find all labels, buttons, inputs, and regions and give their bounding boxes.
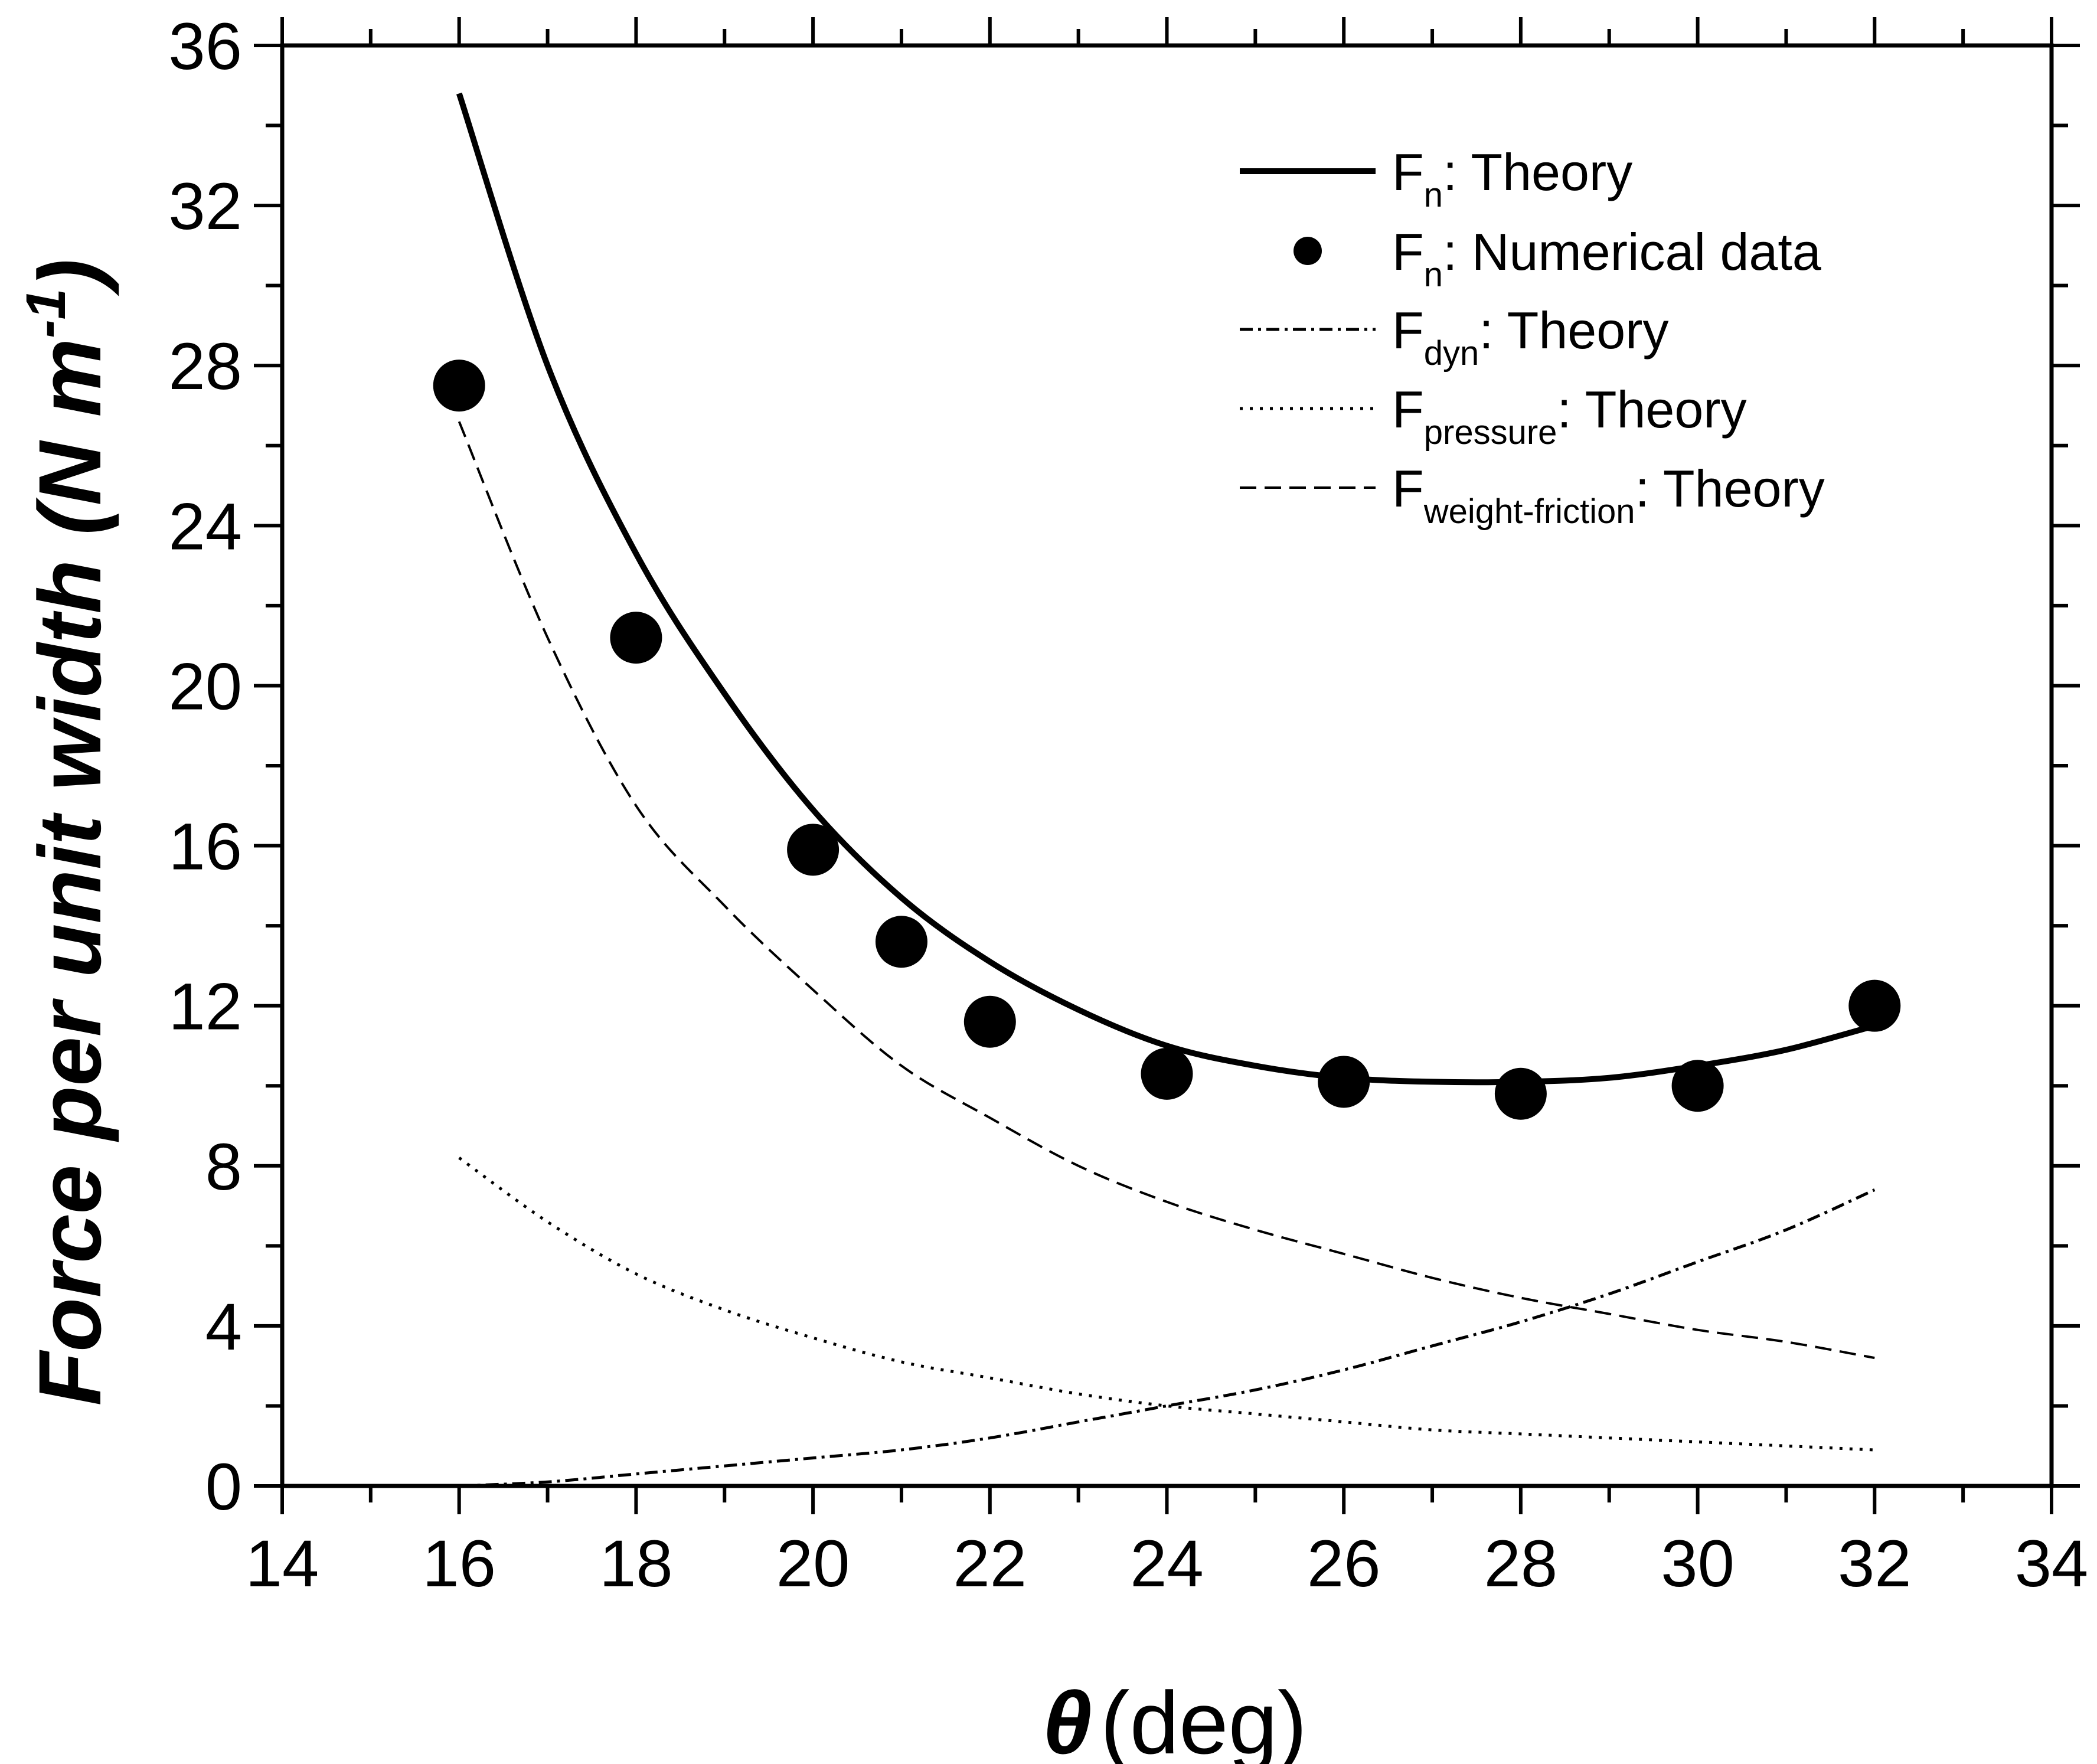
x-tick-label: 24 <box>1130 1527 1204 1600</box>
x-tick-label: 14 <box>246 1527 319 1600</box>
fdyn-theory-line <box>459 1188 1876 1488</box>
fn-theory-line <box>456 92 1876 1086</box>
axes: 14 16 18 20 22 24 26 28 30 32 34 0 4 8 12 16 20 24 28 32 36 <box>168 9 2088 1600</box>
x-tick-label: 22 <box>953 1527 1027 1600</box>
legend-label-fn-theory: Fn: Theory <box>1392 143 1632 214</box>
fn-numerical-marker <box>1494 1067 1547 1120</box>
x-tick-label: 30 <box>1661 1527 1735 1600</box>
y-tick-label: 4 <box>205 1290 242 1364</box>
y-tick-label: 24 <box>168 489 242 563</box>
legend-main: F <box>1392 143 1424 201</box>
legend-label-fn-numerical: Fn: Numerical data <box>1392 223 1821 294</box>
legend-subscript: dyn <box>1424 334 1479 373</box>
fn-numerical-marker <box>1671 1060 1724 1112</box>
y-axis-title-sup: -1 <box>15 289 77 338</box>
fn-numerical-marker <box>1141 1047 1193 1100</box>
y-tick-label: 32 <box>168 169 242 243</box>
legend-rest: : Theory <box>1479 301 1668 360</box>
legend-label-fpressure-theory: Fpressure: Theory <box>1392 380 1747 452</box>
y-tick-label: 12 <box>168 970 242 1044</box>
legend-label-fdyn-theory: Fdyn: Theory <box>1392 301 1668 373</box>
legend-rest: : Theory <box>1443 143 1632 201</box>
legend-main: F <box>1392 380 1424 439</box>
legend-main: F <box>1392 301 1424 360</box>
legend-label-fweight-theory: Fweight-friction: Theory <box>1392 459 1825 531</box>
y-tick-label: 16 <box>168 810 242 884</box>
fn-numerical-marker <box>787 824 840 876</box>
legend-subscript: weight-friction <box>1423 492 1635 531</box>
legend-main: F <box>1392 459 1424 518</box>
legend-subscript: n <box>1424 256 1443 294</box>
x-tick-label: 34 <box>2015 1527 2089 1600</box>
legend-rest: : Theory <box>1635 459 1825 518</box>
x-axis-theta-symbol: θ <box>1043 1673 1092 1764</box>
x-tick-label: 32 <box>1838 1527 1912 1600</box>
y-tick-label: 28 <box>168 329 242 403</box>
x-tick-label: 26 <box>1307 1527 1381 1600</box>
y-tick-label: 8 <box>205 1130 242 1204</box>
fn-numerical-marker <box>1848 979 1901 1032</box>
fn-numerical-marker <box>1318 1056 1370 1108</box>
legend-main: F <box>1392 223 1424 281</box>
y-tick-label: 36 <box>168 9 242 83</box>
legend-marker-fn-numerical <box>1294 237 1322 265</box>
legend-rest: : Theory <box>1557 380 1746 439</box>
x-tick-label: 18 <box>599 1527 673 1600</box>
fweight-theory-line <box>458 421 1875 1360</box>
x-axis-title: θ(deg) <box>1043 1673 1307 1764</box>
legend-rest: : Numerical data <box>1443 223 1821 281</box>
y-tick-label: 20 <box>168 649 242 723</box>
legend-subscript: n <box>1424 176 1443 214</box>
y-axis-title: Force per unit width (N m-1) <box>15 259 119 1406</box>
y-axis-title-main: Force per unit width (N m <box>20 338 119 1406</box>
legend-subscript: pressure <box>1424 413 1557 452</box>
fn-numerical-marker <box>610 612 662 664</box>
x-axis-unit: (deg) <box>1100 1673 1307 1764</box>
plot-area <box>433 92 1901 1488</box>
fn-numerical-marker <box>963 995 1016 1048</box>
x-tick-label: 28 <box>1484 1527 1558 1600</box>
fn-numerical-marker <box>875 916 927 968</box>
fn-numerical-marker <box>433 360 485 412</box>
x-tick-label: 16 <box>422 1527 496 1600</box>
x-tick-label: 20 <box>776 1527 850 1600</box>
y-tick-label: 0 <box>205 1450 242 1524</box>
